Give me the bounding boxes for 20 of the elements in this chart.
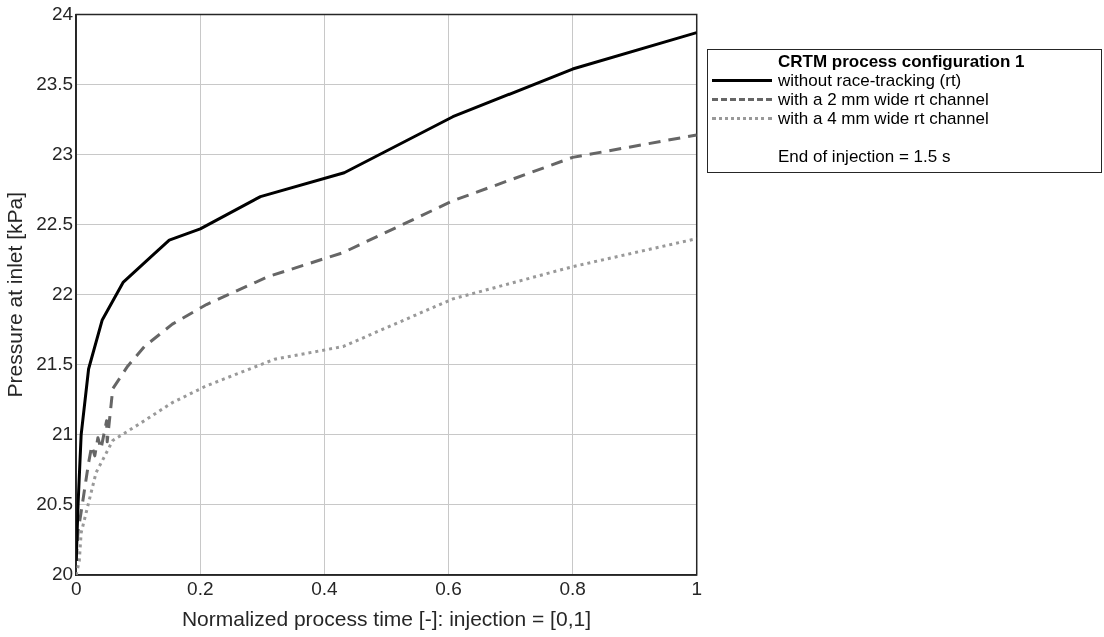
legend-label: with a 4 mm wide rt channel	[778, 109, 989, 128]
legend-label: without race-tracking (rt)	[778, 71, 962, 90]
x-tick-label: 0.6	[435, 577, 462, 599]
text: End of injection = 1.5 s	[777, 147, 952, 166]
y-tick-label: 20.5	[36, 493, 74, 515]
y-tick-label: 24	[52, 2, 74, 24]
y-tick-label: 23.5	[36, 72, 74, 94]
y-axis-title: Pressure at inlet [kPa]	[3, 191, 27, 398]
legend-title: CRTM process configuration 1	[777, 52, 1026, 71]
x-axis-title: Normalized process time [-]: injection = [0,1]	[181, 607, 591, 631]
x-tick-label: 1	[691, 577, 703, 599]
y-tick-label: 22	[52, 282, 74, 304]
y-tick-label: 21	[52, 423, 74, 445]
y-tick-label: 21.5	[36, 353, 74, 375]
y-tick-label: 23	[52, 142, 74, 164]
x-tick-label: 0.2	[187, 577, 214, 599]
x-tick-label: 0.4	[311, 577, 339, 599]
x-tick-label: 0.8	[559, 577, 586, 599]
legend-label: with a 2 mm wide rt channel	[778, 90, 989, 109]
y-tick-label: 22.5	[36, 212, 74, 234]
